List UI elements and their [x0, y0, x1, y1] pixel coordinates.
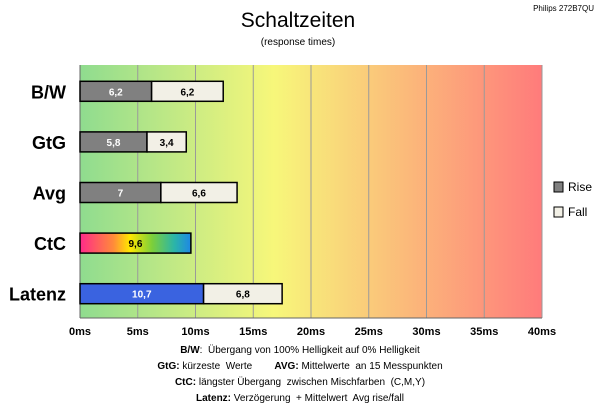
footnote-text: kürzeste Werte	[180, 361, 275, 372]
category-label: Avg	[33, 184, 66, 204]
legend-label-rise: Rise	[568, 180, 592, 194]
data-label: 6,6	[192, 189, 206, 200]
legend-swatch-fall	[553, 206, 564, 218]
data-label: 5,8	[107, 138, 121, 149]
footnote-key: Latenz:	[196, 393, 231, 404]
footnote-key: AVG:	[274, 361, 298, 372]
footnote-line: CtC: längster Übergang zwischen Mischfar…	[175, 376, 425, 388]
x-tick-label: 35ms	[470, 326, 498, 338]
footnote-line: Latenz: Verzögerung + Mittelwert Avg ris…	[196, 393, 404, 404]
legend-swatch-rise	[553, 181, 564, 193]
category-label: GtG	[32, 133, 66, 153]
footnote-key: B/W	[180, 345, 200, 356]
footnote-text: Verzögerung + Mittelwert Avg rise/fall	[231, 393, 404, 404]
data-label: 7	[118, 189, 124, 200]
data-label: 9,6	[128, 239, 142, 250]
bar-segment	[150, 80, 224, 103]
footnote-text: : Übergang von 100% Helligkeit auf 0% He…	[200, 344, 420, 356]
x-tick-labels: 0ms 5ms 10ms 15ms 20ms 25ms 30ms 35ms 40ms	[69, 326, 556, 338]
footnotes: B/W: Übergang von 100% Helligkeit auf 0%…	[157, 344, 442, 404]
footnote-text: längster Übergang zwischen Mischfarben (…	[196, 376, 425, 388]
chart-subtitle: (response times)	[261, 37, 335, 48]
x-tick-label: 20ms	[297, 326, 325, 338]
data-label: 6,2	[180, 87, 194, 98]
footnote-key: GtG:	[157, 361, 179, 372]
bar-segment	[79, 232, 192, 254]
data-label: 6,2	[109, 87, 123, 98]
footnote-key: CtC:	[175, 377, 196, 388]
category-label: Latenz	[9, 285, 66, 305]
footnote-line: GtG: kürzeste Werte AVG: Mittelwerte an …	[157, 361, 442, 372]
data-label: 3,4	[160, 138, 174, 149]
bar-segment	[146, 131, 188, 153]
footnote-text: Mittelwerte an 15 Messpunkten	[299, 361, 443, 372]
footnote-line: B/W: Übergang von 100% Helligkeit auf 0%…	[180, 344, 420, 356]
monitor-model-label: Philips 272B7QU	[533, 4, 594, 13]
x-tick-label: 30ms	[412, 326, 440, 338]
x-tick-label: 15ms	[239, 326, 267, 338]
x-tick-label: 5ms	[127, 326, 149, 338]
data-label: 10,7	[132, 290, 152, 301]
bar-group: 6,2 6,2 5,8 3,4 7 6,6 9,6 10,7 6,8	[79, 80, 283, 305]
x-tick-label: 25ms	[355, 326, 383, 338]
category-label: B/W	[31, 82, 66, 102]
legend-label-fall: Fall	[568, 205, 587, 219]
bar-segment	[202, 282, 283, 305]
category-labels: B/W GtG Avg CtC Latenz	[9, 82, 66, 304]
data-label: 6,8	[236, 290, 250, 301]
chart-title: Schaltzeiten	[241, 9, 355, 32]
x-tick-label: 10ms	[181, 326, 209, 338]
x-tick-label: 0ms	[69, 326, 91, 338]
category-label: CtC	[34, 234, 66, 254]
legend: Rise Fall	[553, 180, 592, 219]
x-tick-label: 40ms	[528, 326, 556, 338]
bar-segment	[160, 181, 238, 204]
